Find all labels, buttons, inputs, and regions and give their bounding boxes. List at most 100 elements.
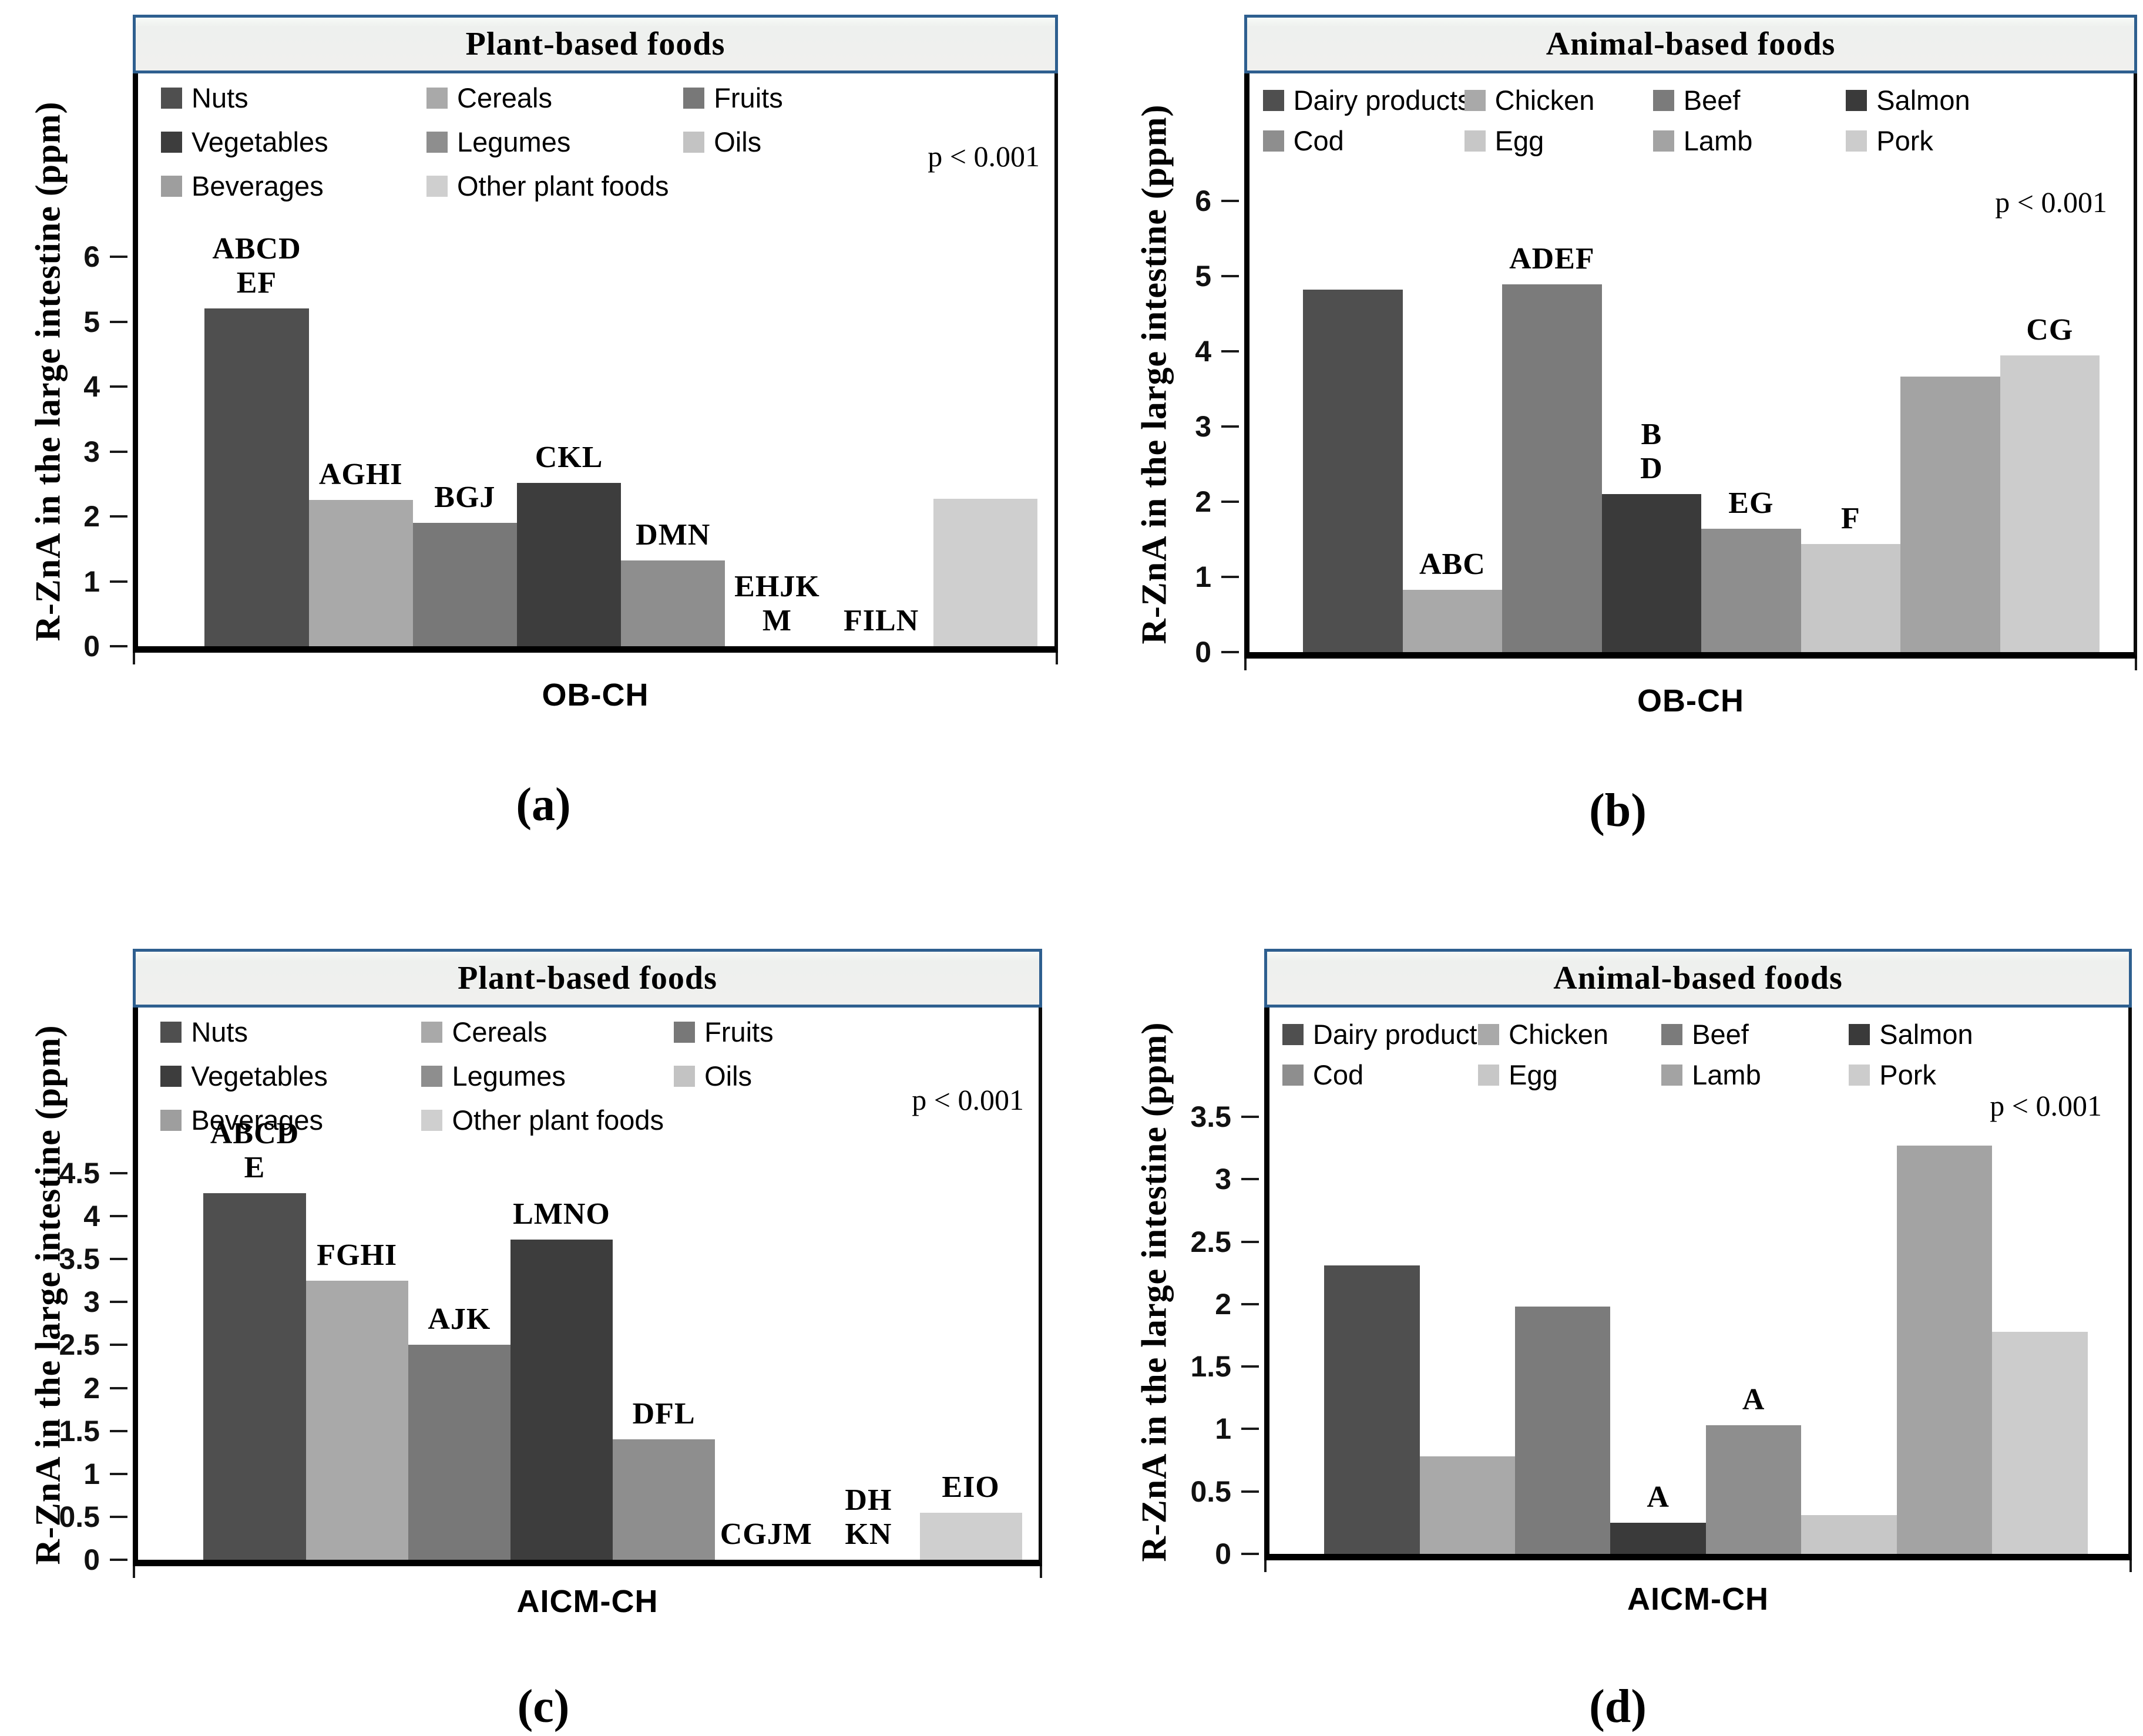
legend-item-pork: Pork: [1846, 127, 2120, 155]
bar-fruits: [412, 523, 517, 646]
legend-label: Nuts: [191, 1016, 248, 1047]
legend-label: Vegetables: [192, 126, 328, 157]
bar-sig-label: ADEF: [1509, 241, 1595, 276]
y-tick-label: 4: [83, 1200, 100, 1233]
bar-cereals: [305, 1281, 408, 1560]
chart-a: Plant-based foods Nuts Cereals Fruits Veget…: [83, 15, 1058, 713]
bar-pork: [1992, 1332, 2088, 1554]
x-axis-end-tick: [1056, 653, 1058, 664]
legend-swatch-icon: [1849, 1023, 1870, 1045]
legend-item-beef: Beef: [1661, 1020, 1849, 1048]
legend-item-cereals: Cereals: [426, 84, 683, 112]
legend-item-egg: Egg: [1464, 127, 1653, 155]
y-tick-mark: [110, 320, 127, 323]
legend-item-vegetables: Vegetables: [161, 128, 426, 156]
legend-swatch-icon: [1478, 1064, 1500, 1086]
chart-c: Plant-based foods Nuts Cereals Fruits Veget…: [59, 949, 1042, 1619]
bar-pork: [2000, 355, 2100, 652]
y-tick-label: 0.5: [1190, 1475, 1231, 1508]
legend-label: Other plant foods: [457, 170, 669, 202]
y-tick-label: 2.5: [59, 1328, 100, 1362]
legend-swatch-icon: [1478, 1023, 1500, 1045]
bar-sig-label: F: [1840, 501, 1860, 535]
bar-other-plant-foods: [919, 1513, 1022, 1560]
bar-salmon: [1610, 1523, 1706, 1554]
p-value: p < 0.001: [1990, 1089, 2102, 1122]
y-tick-label: 0: [83, 1543, 100, 1576]
bar-fruits: [408, 1345, 510, 1560]
x-axis-label: AICM-CH: [516, 1584, 659, 1619]
y-tick-mark: [110, 1386, 127, 1389]
legend-swatch-icon: [1652, 89, 1674, 111]
legend-swatch-icon: [426, 131, 448, 153]
bar-sig-label: AJK: [428, 1302, 491, 1336]
legend-label: Dairy products: [1312, 1019, 1491, 1050]
chart-title-text: Animal-based foods: [1546, 26, 1836, 62]
legend-item-salmon: Salmon: [1846, 86, 2120, 114]
y-tick-label: 2: [1195, 485, 1211, 518]
legend-swatch-icon: [1661, 1064, 1683, 1086]
legend-label: Dairy products: [1293, 85, 1472, 116]
p-value: p < 0.001: [928, 140, 1040, 173]
y-tick-label: 1: [1215, 1412, 1231, 1446]
legend-item-beverages: Beverages: [160, 1106, 421, 1134]
legend-label: Beverages: [191, 1104, 324, 1136]
legend-item-other-plant-foods: Other plant foods: [421, 1106, 674, 1134]
bar-sig-label: BGJ: [434, 480, 496, 514]
legend-label: Legumes: [452, 1060, 566, 1092]
y-tick-mark: [110, 256, 127, 258]
x-axis-end-tick: [2135, 659, 2137, 670]
panel-caption: (a): [516, 779, 571, 831]
legend-item-vegetables: Vegetables: [160, 1062, 421, 1090]
legend-swatch-icon: [1661, 1023, 1683, 1045]
bar-lamb: [1900, 377, 2000, 652]
bar-sig-label: FGHI: [317, 1238, 398, 1272]
legend-swatch-icon: [161, 131, 182, 153]
bar-cod: [1705, 1425, 1802, 1554]
y-tick-mark: [1241, 1302, 1259, 1305]
chart-title-text: Plant-based foods: [465, 26, 725, 62]
legend-label: Salmon: [1876, 85, 1970, 116]
legend-label: Cereals: [457, 82, 552, 113]
legend-swatch-icon: [426, 175, 448, 197]
legend-swatch-icon: [160, 1021, 182, 1043]
legend-item-pork: Pork: [1849, 1061, 2115, 1089]
y-tick-mark: [110, 1559, 127, 1561]
bar-sig-label: AGHI: [318, 457, 403, 491]
bar-sig-label: B D: [1640, 417, 1663, 485]
bar-sig-label: DMN: [636, 518, 711, 552]
legend-swatch-icon: [683, 131, 705, 153]
bar-vegetables: [510, 1240, 613, 1560]
y-tick-mark: [1221, 500, 1239, 503]
legend-item-cod: Cod: [1262, 127, 1465, 155]
y-tick-mark: [110, 645, 127, 647]
y-tick-label: 0: [1215, 1537, 1231, 1570]
bar-nuts: [204, 308, 309, 646]
legend-swatch-icon: [1282, 1064, 1304, 1086]
legend-label: Fruits: [714, 82, 783, 113]
legend-label: Chicken: [1509, 1019, 1608, 1050]
legend-item-fruits: Fruits: [683, 84, 1032, 112]
legend-label: Salmon: [1879, 1019, 1973, 1050]
legend-item-beef: Beef: [1652, 86, 1846, 114]
legend-swatch-icon: [160, 1065, 182, 1087]
y-tick-label: 2: [1215, 1287, 1231, 1321]
legend-label: Oils: [714, 126, 762, 157]
legend: Dairy products Chicken Beef Salmon Cod Egg Lam…: [1282, 1020, 2115, 1089]
y-tick-label: 6: [1195, 184, 1211, 217]
bar-legumes: [621, 560, 725, 646]
y-tick-label: 1: [83, 1457, 100, 1490]
chart-title: Plant-based foods: [133, 949, 1042, 1008]
legend-label: Legumes: [457, 126, 571, 157]
x-axis-end-tick: [133, 1566, 135, 1578]
legend-item-nuts: Nuts: [160, 1018, 421, 1046]
legend-label: Pork: [1876, 125, 1933, 156]
legend-swatch-icon: [421, 1065, 443, 1087]
bar-beef: [1514, 1307, 1611, 1554]
bar-sig-label: ABCD EF: [212, 231, 301, 300]
legend-swatch-icon: [1464, 89, 1486, 111]
chart-title: Animal-based foods: [1264, 949, 2132, 1008]
legend-swatch-icon: [1846, 130, 1867, 152]
legend-item-lamb: Lamb: [1661, 1061, 1849, 1089]
